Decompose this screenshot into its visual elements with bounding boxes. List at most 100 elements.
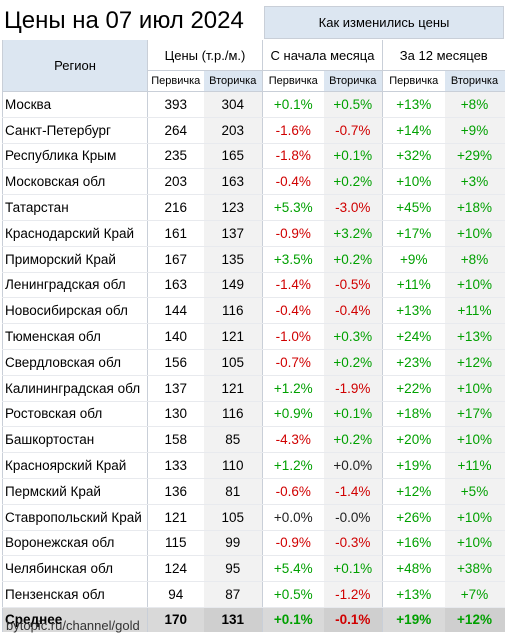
price-secondary-cell: 121	[203, 375, 263, 402]
price-secondary-cell: 165	[203, 143, 263, 170]
price-table: Регион Цены (т.р./м.) С начала месяца За…	[2, 40, 505, 632]
page-title: Цены на 07 июл 2024	[4, 7, 244, 34]
table-row: Москва 393 304 +0.1% +0.5% +13% +8%	[2, 91, 505, 118]
table-row: Башкортостан 158 85 -4.3% +0.2% +20% +10%	[2, 426, 505, 454]
month-primary-cell: -1.6%	[262, 117, 324, 144]
price-primary-cell: 170	[147, 606, 204, 632]
table-row: Челябинская обл 124 95 +5.4% +0.1% +48% +38%	[2, 555, 505, 583]
average-row: Среднее 170 131 +0.1% -0.1% +19% +12%	[2, 606, 505, 632]
month-secondary-cell: +0.2%	[323, 349, 383, 376]
month-secondary-cell: -1.4%	[323, 478, 383, 505]
price-secondary-cell: 105	[203, 349, 263, 376]
year-primary-cell: +22%	[382, 375, 445, 402]
region-cell: Республика Крым	[2, 143, 148, 170]
year-primary-cell: +32%	[382, 143, 445, 170]
year-header: За 12 месяцев	[381, 40, 505, 71]
year-secondary-cell: +9%	[444, 117, 505, 144]
year-primary-cell: +19%	[382, 606, 445, 632]
year-secondary-cell: +10%	[444, 272, 505, 299]
table-row: Воронежская обл 115 99 -0.9% -0.3% +16% +10%	[2, 530, 505, 557]
year-secondary-cell: +17%	[444, 401, 505, 428]
price-primary-cell: 216	[147, 194, 204, 221]
month-secondary-cell: +0.3%	[323, 323, 383, 350]
year-primary-cell: +10%	[382, 168, 445, 196]
table-row: Приморский Край 167 135 +3.5% +0.2% +9% +8%	[2, 246, 505, 273]
year-primary-cell: +26%	[382, 504, 445, 531]
price-secondary-cell: 116	[203, 297, 263, 325]
price-secondary-cell: 99	[203, 530, 263, 557]
region-cell: Свердловская обл	[2, 349, 148, 376]
month-primary-cell: -0.4%	[262, 297, 324, 325]
month-secondary-cell: -0.3%	[323, 530, 383, 557]
year-primary-cell: +12%	[382, 478, 445, 505]
price-primary-cell: 167	[147, 246, 204, 273]
month-primary-header: Первичка	[262, 70, 324, 92]
price-primary-cell: 158	[147, 426, 204, 454]
year-primary-cell: +18%	[382, 401, 445, 428]
region-cell: Московская обл	[2, 168, 148, 196]
price-primary-cell: 133	[147, 452, 204, 479]
price-secondary-cell: 137	[203, 220, 263, 247]
month-primary-cell: +1.2%	[262, 452, 324, 479]
prices-secondary-header: Вторичка	[203, 70, 263, 92]
year-primary-cell: +9%	[382, 246, 445, 273]
price-primary-cell: 137	[147, 375, 204, 402]
month-primary-cell: -0.4%	[262, 168, 324, 196]
region-cell: Ростовская обл	[2, 401, 148, 428]
table-row: Ленинградская обл 163 149 -1.4% -0.5% +11% +10…	[2, 272, 505, 299]
price-secondary-cell: 304	[203, 91, 263, 118]
table-row: Калининградская обл 137 121 +1.2% -1.9% +22% +…	[2, 375, 505, 402]
price-secondary-cell: 87	[203, 581, 263, 608]
table-row: Красноярский Край 133 110 +1.2% +0.0% +19% +11…	[2, 452, 505, 479]
price-primary-cell: 136	[147, 478, 204, 505]
month-primary-cell: +0.1%	[262, 91, 324, 118]
month-primary-cell: +0.0%	[262, 504, 324, 531]
price-primary-cell: 124	[147, 555, 204, 583]
year-secondary-cell: +13%	[444, 323, 505, 350]
region-cell: Москва	[2, 91, 148, 118]
month-secondary-cell: +0.0%	[323, 452, 383, 479]
month-secondary-cell: -1.9%	[323, 375, 383, 402]
year-secondary-cell: +12%	[444, 349, 505, 376]
region-cell: Татарстан	[2, 194, 148, 221]
source-footer: bytopic.ru/channel/gold	[6, 618, 140, 633]
year-secondary-cell: +38%	[444, 555, 505, 583]
month-primary-cell: +3.5%	[262, 246, 324, 273]
year-secondary-cell: +29%	[444, 143, 505, 170]
table-row: Московская обл 203 163 -0.4% +0.2% +10% +3%	[2, 168, 505, 196]
year-primary-cell: +19%	[382, 452, 445, 479]
region-cell: Пермский Край	[2, 478, 148, 505]
year-secondary-cell: +11%	[444, 452, 505, 479]
price-secondary-cell: 131	[203, 606, 263, 632]
price-primary-cell: 156	[147, 349, 204, 376]
month-primary-cell: -0.9%	[262, 220, 324, 247]
year-primary-cell: +17%	[382, 220, 445, 247]
year-primary-cell: +13%	[382, 581, 445, 608]
price-secondary-cell: 110	[203, 452, 263, 479]
month-secondary-cell: -0.5%	[323, 272, 383, 299]
price-primary-cell: 121	[147, 504, 204, 531]
year-primary-header: Первичка	[382, 70, 445, 92]
month-primary-cell: +5.4%	[262, 555, 324, 583]
region-cell: Калининградская обл	[2, 375, 148, 402]
price-secondary-cell: 135	[203, 246, 263, 273]
year-secondary-cell: +8%	[444, 246, 505, 273]
table-row: Новосибирская обл 144 116 -0.4% -0.4% +13% +11…	[2, 297, 505, 325]
region-cell: Среднее	[2, 606, 148, 632]
price-primary-cell: 94	[147, 581, 204, 608]
table-row: Свердловская обл 156 105 -0.7% +0.2% +23% +12%	[2, 349, 505, 376]
price-secondary-cell: 123	[203, 194, 263, 221]
region-cell: Приморский Край	[2, 246, 148, 273]
year-secondary-cell: +18%	[444, 194, 505, 221]
month-secondary-cell: -0.0%	[323, 504, 383, 531]
year-secondary-cell: +12%	[444, 606, 505, 632]
month-primary-cell: +0.1%	[262, 606, 324, 632]
year-secondary-cell: +8%	[444, 91, 505, 118]
region-cell: Новосибирская обл	[2, 297, 148, 325]
price-primary-cell: 393	[147, 91, 204, 118]
month-primary-cell: -4.3%	[262, 426, 324, 454]
month-secondary-cell: +0.2%	[323, 246, 383, 273]
year-primary-cell: +14%	[382, 117, 445, 144]
region-cell: Ставропольский Край	[2, 504, 148, 531]
price-primary-cell: 140	[147, 323, 204, 350]
